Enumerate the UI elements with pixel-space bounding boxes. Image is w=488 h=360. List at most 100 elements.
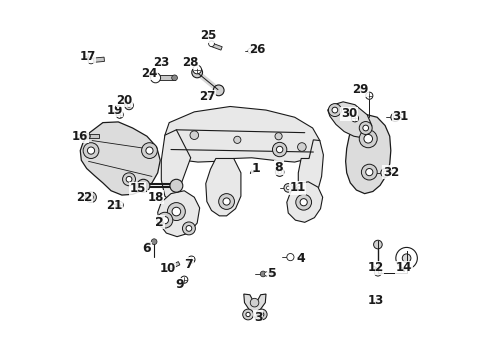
Text: 20: 20 — [116, 94, 132, 107]
Circle shape — [122, 173, 135, 186]
Circle shape — [260, 271, 265, 277]
Circle shape — [363, 134, 372, 143]
Circle shape — [180, 276, 187, 283]
Circle shape — [84, 134, 90, 139]
Text: 8: 8 — [274, 161, 282, 174]
Circle shape — [116, 111, 123, 118]
Text: 1: 1 — [251, 162, 260, 175]
Circle shape — [242, 309, 253, 320]
Circle shape — [380, 168, 388, 177]
Polygon shape — [286, 182, 322, 222]
Circle shape — [247, 48, 253, 54]
Circle shape — [126, 176, 132, 182]
Circle shape — [390, 113, 399, 122]
Circle shape — [190, 131, 198, 139]
Circle shape — [402, 254, 410, 262]
Polygon shape — [345, 115, 390, 194]
Text: 11: 11 — [289, 181, 305, 194]
Polygon shape — [244, 294, 265, 317]
Circle shape — [284, 184, 292, 192]
Circle shape — [171, 75, 177, 81]
Text: 27: 27 — [198, 90, 215, 103]
Circle shape — [245, 312, 250, 317]
Text: 3: 3 — [253, 311, 262, 324]
Text: 21: 21 — [106, 199, 122, 212]
Circle shape — [127, 104, 131, 107]
Circle shape — [276, 146, 282, 153]
Text: 29: 29 — [351, 83, 367, 96]
Circle shape — [383, 171, 386, 175]
Bar — [90, 57, 104, 63]
Polygon shape — [158, 191, 199, 237]
Circle shape — [359, 130, 376, 148]
Text: 32: 32 — [382, 166, 398, 179]
Text: 23: 23 — [153, 56, 169, 69]
Text: 14: 14 — [395, 261, 411, 274]
Circle shape — [172, 207, 180, 216]
Circle shape — [286, 253, 293, 261]
Circle shape — [259, 312, 264, 317]
Circle shape — [157, 212, 172, 228]
Circle shape — [362, 125, 368, 131]
Circle shape — [169, 179, 183, 192]
Text: 9: 9 — [175, 278, 183, 291]
Bar — [155, 75, 174, 80]
Circle shape — [272, 142, 286, 157]
Circle shape — [373, 240, 382, 249]
Text: 28: 28 — [182, 56, 198, 69]
Text: 2: 2 — [155, 216, 163, 229]
Text: 7: 7 — [184, 258, 193, 271]
Circle shape — [300, 199, 306, 206]
Polygon shape — [327, 102, 371, 138]
Circle shape — [161, 217, 168, 224]
Bar — [87, 134, 99, 138]
Circle shape — [395, 247, 416, 269]
Text: 5: 5 — [267, 267, 276, 280]
Bar — [210, 43, 222, 50]
Circle shape — [392, 116, 396, 119]
Circle shape — [137, 179, 149, 192]
Text: 15: 15 — [129, 183, 145, 195]
Text: 13: 13 — [366, 294, 383, 307]
Polygon shape — [205, 158, 241, 216]
Circle shape — [297, 143, 305, 151]
Polygon shape — [298, 140, 323, 204]
Circle shape — [223, 198, 230, 205]
Polygon shape — [161, 130, 190, 202]
Circle shape — [365, 168, 372, 176]
Circle shape — [142, 143, 157, 158]
Circle shape — [250, 298, 258, 307]
Text: 12: 12 — [366, 261, 383, 274]
Circle shape — [87, 147, 94, 154]
Text: 26: 26 — [248, 42, 264, 55]
Circle shape — [328, 104, 341, 117]
Circle shape — [286, 186, 289, 190]
Circle shape — [124, 101, 133, 110]
Text: 31: 31 — [391, 110, 408, 123]
Text: 24: 24 — [141, 67, 157, 80]
Text: 6: 6 — [142, 242, 151, 255]
Circle shape — [275, 168, 284, 176]
Circle shape — [277, 170, 281, 174]
Text: 25: 25 — [199, 29, 216, 42]
Circle shape — [295, 194, 311, 210]
Circle shape — [89, 195, 93, 199]
Circle shape — [365, 92, 372, 99]
Circle shape — [359, 122, 371, 134]
Circle shape — [182, 222, 195, 235]
Bar — [169, 262, 180, 269]
Text: 22: 22 — [76, 191, 92, 204]
Circle shape — [185, 226, 191, 231]
Text: 30: 30 — [341, 107, 357, 120]
Text: 10: 10 — [159, 262, 175, 275]
Circle shape — [191, 67, 202, 78]
Circle shape — [373, 269, 381, 276]
Circle shape — [192, 65, 201, 74]
Circle shape — [88, 58, 94, 64]
Circle shape — [351, 115, 358, 122]
Text: 19: 19 — [106, 104, 122, 117]
Circle shape — [256, 309, 266, 320]
Polygon shape — [164, 107, 319, 162]
Circle shape — [361, 164, 376, 180]
Circle shape — [187, 256, 195, 263]
